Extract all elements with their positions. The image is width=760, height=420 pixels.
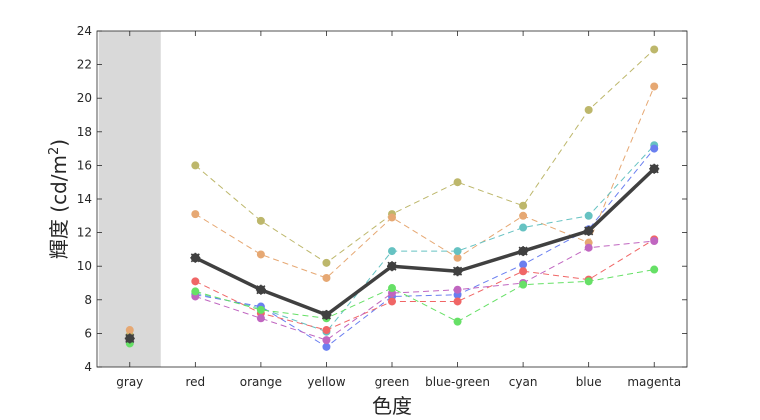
y-axis-title-sup: 2 — [47, 147, 62, 155]
series-5-point — [453, 297, 462, 306]
x-tick-label-blue: blue — [576, 375, 602, 389]
series-line-1 — [195, 49, 655, 264]
y-tick-label: 22 — [77, 58, 92, 72]
series-1-point — [322, 258, 331, 267]
mean-point — [387, 261, 397, 272]
y-axis-title: 輝度 (cd/m2) — [47, 139, 71, 259]
y-tick-label: 4 — [84, 360, 92, 374]
series-3-point — [388, 247, 396, 256]
x-tick-label-orange: orange — [240, 375, 282, 389]
series-7-point — [650, 265, 659, 274]
series-5-point — [322, 326, 331, 335]
y-tick-label: 20 — [77, 91, 92, 105]
series-6-point — [453, 285, 462, 294]
series-4-point — [322, 342, 331, 351]
x-tick-label-red: red — [185, 375, 205, 389]
x-tick-label-yellow: yellow — [307, 375, 345, 389]
mean-point — [124, 333, 135, 344]
y-tick-label: 6 — [84, 326, 92, 340]
series-7-point — [584, 277, 593, 286]
series-line-3 — [195, 144, 655, 333]
series-5-point — [191, 277, 200, 286]
x-tick-label-gray: gray — [116, 375, 143, 389]
series-line-5 — [195, 238, 655, 331]
series-2-point — [322, 273, 331, 282]
y-tick-label: 14 — [77, 192, 92, 206]
series-layer — [125, 45, 659, 351]
series-4-point — [519, 260, 528, 269]
y-tick-label: 16 — [77, 158, 92, 172]
series-1-point — [584, 105, 593, 114]
series-7-point — [191, 287, 200, 296]
series-7-point — [256, 305, 265, 314]
mean-point — [518, 246, 529, 257]
x-tick-label-cyan: cyan — [509, 375, 538, 389]
y-axis-title-close: ) — [47, 139, 71, 147]
mean-point — [190, 252, 201, 263]
series-7-point — [388, 284, 396, 293]
y-tick-label: 8 — [84, 293, 92, 307]
series-5-point — [519, 267, 528, 276]
series-6-point — [650, 237, 659, 245]
series-1-point — [453, 178, 462, 187]
series-2-point — [125, 326, 134, 335]
series-line-2 — [195, 86, 655, 279]
mean-line — [194, 167, 656, 317]
series-1-point — [191, 161, 200, 170]
mean-point — [321, 309, 332, 320]
series-3-point — [519, 223, 528, 232]
series-2-point — [191, 210, 200, 219]
series-6-point — [322, 336, 331, 345]
series-line-6 — [195, 240, 655, 341]
series-6-point — [584, 243, 593, 252]
mean-point — [649, 163, 660, 174]
series-1-point — [256, 216, 265, 225]
series-2-point — [453, 253, 462, 262]
y-tick-label: 12 — [77, 226, 92, 240]
mean-point — [255, 284, 266, 295]
mean-point — [583, 225, 594, 236]
series-2-point — [256, 250, 265, 259]
mean-series — [124, 163, 660, 344]
x-tick-label-green: green — [375, 375, 410, 389]
series-1-point — [650, 45, 659, 54]
series-7-point — [453, 317, 462, 326]
y-tick-label: 24 — [77, 24, 92, 38]
y-tick-label: 10 — [77, 259, 92, 273]
plot-frame — [96, 30, 688, 368]
series-6-point — [256, 314, 265, 323]
series-2-point — [519, 211, 528, 220]
series-3-point — [584, 211, 593, 220]
y-tick-label: 18 — [77, 125, 92, 139]
series-line-7 — [195, 269, 655, 323]
mean-point — [452, 266, 463, 277]
series-5-point — [388, 297, 396, 306]
y-axis: 4 6 8 10 12 14 16 18 20 22 24 — [77, 24, 687, 374]
series-1-point — [519, 201, 528, 210]
x-tick-label-magenta: magenta — [627, 375, 681, 389]
x-tick-label-blue-green: blue-green — [425, 375, 490, 389]
x-axis-title: 色度 — [372, 394, 412, 418]
series-4-point — [650, 144, 659, 153]
y-axis-title-main: 輝度 (cd/m — [47, 155, 71, 259]
series-3-point — [453, 247, 462, 256]
series-2-point — [650, 82, 659, 91]
x-axis: gray red orange yellow green blue-green cyan bl… — [116, 31, 681, 389]
gray-highlight-band — [98, 31, 161, 367]
series-7-point — [519, 280, 528, 289]
series-2-point — [388, 213, 396, 222]
